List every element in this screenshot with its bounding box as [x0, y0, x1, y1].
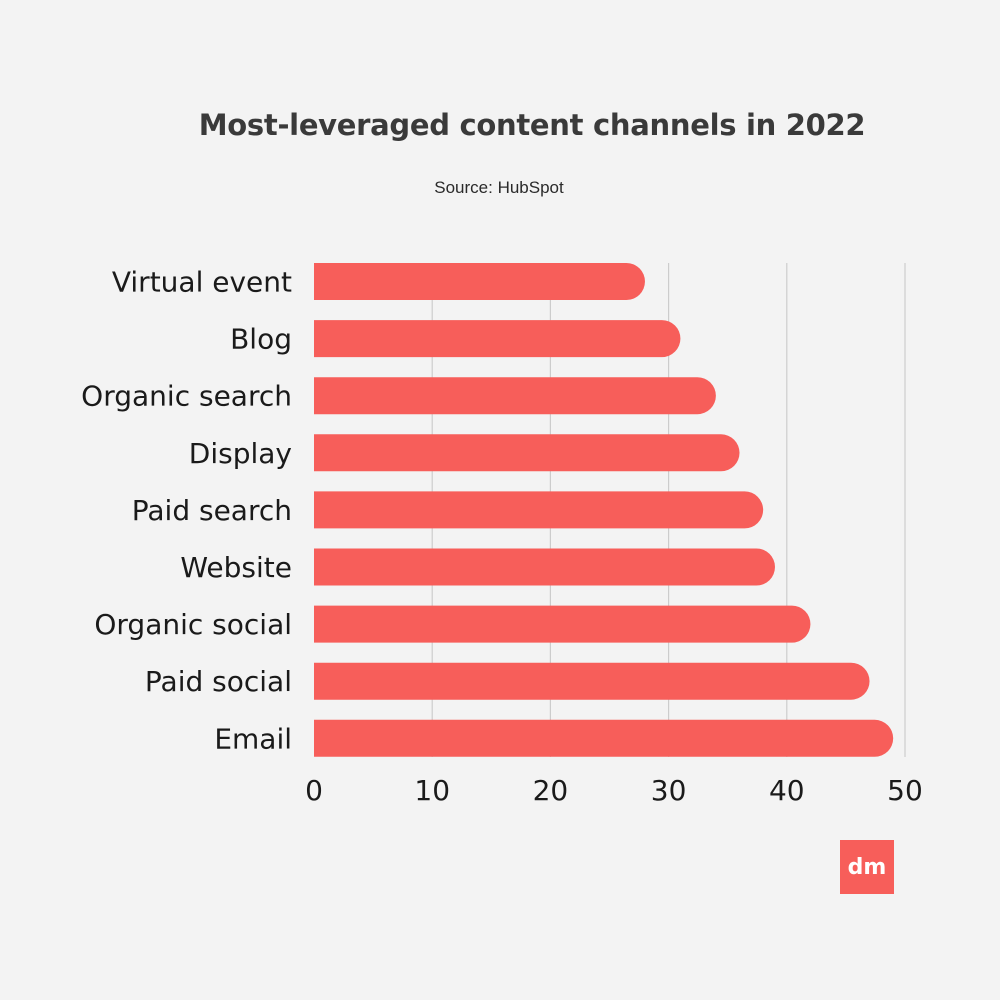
bar — [314, 719, 894, 757]
bar — [314, 491, 764, 529]
bar — [314, 605, 811, 643]
x-axis-tick-labels: 0 10 20 30 40 50 — [305, 774, 923, 807]
x-tick-label: 20 — [533, 774, 569, 807]
bars — [314, 263, 894, 757]
category-label: Paid search — [132, 494, 292, 527]
chart-title: Most-leveraged content channels in 2022 — [198, 108, 866, 142]
dm-logo: dm — [840, 840, 894, 894]
category-labels: Virtual event Blog Organic search Display Pa… — [81, 266, 292, 756]
logo-text: dm — [847, 854, 887, 880]
category-label: Blog — [230, 323, 292, 356]
bar — [314, 662, 870, 700]
category-label: Paid social — [145, 665, 292, 698]
category-label: Organic social — [94, 608, 292, 641]
x-tick-label: 50 — [887, 774, 923, 807]
category-label: Website — [180, 551, 292, 584]
category-label: Email — [214, 722, 292, 755]
chart-subtitle: Source: HubSpot — [434, 178, 564, 197]
x-tick-label: 40 — [769, 774, 805, 807]
bar — [314, 377, 716, 415]
bar — [314, 263, 645, 300]
x-tick-label: 0 — [305, 774, 323, 807]
category-label: Virtual event — [112, 266, 292, 299]
bar — [314, 548, 775, 586]
category-label: Organic search — [81, 380, 292, 413]
bar — [314, 320, 681, 358]
category-label: Display — [189, 437, 292, 470]
x-tick-label: 10 — [414, 774, 450, 807]
x-tick-label: 30 — [651, 774, 687, 807]
bar — [314, 434, 740, 472]
